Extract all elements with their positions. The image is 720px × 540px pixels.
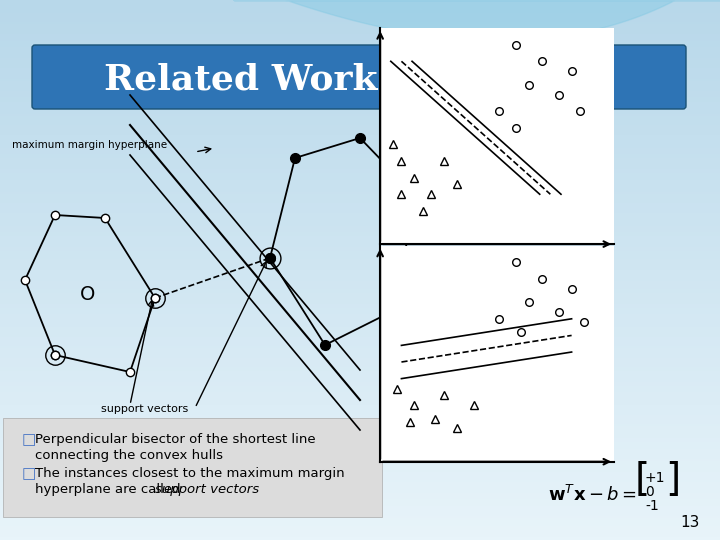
Text: hyperplane are called: hyperplane are called [35, 483, 185, 496]
Text: 0: 0 [645, 485, 654, 499]
Text: +1: +1 [645, 471, 665, 485]
Text: The instances closest to the maximum margin: The instances closest to the maximum mar… [35, 468, 345, 481]
Text: connecting the convex hulls: connecting the convex hulls [35, 449, 223, 462]
Text: ]: ] [665, 461, 680, 499]
Text: [: [ [635, 461, 650, 499]
FancyBboxPatch shape [3, 418, 382, 517]
Text: □: □ [22, 433, 37, 448]
Text: support vectors: support vectors [102, 404, 189, 414]
Text: support vectors: support vectors [155, 483, 259, 496]
Text: O: O [81, 286, 96, 305]
Text: maximum margin hyperplane: maximum margin hyperplane [12, 140, 167, 150]
Text: -1: -1 [645, 499, 659, 513]
Text: $\mathbf{w}^T\mathbf{x} - b = $: $\mathbf{w}^T\mathbf{x} - b = $ [548, 485, 636, 505]
FancyBboxPatch shape [32, 45, 686, 109]
Text: □: □ [22, 467, 37, 482]
Text: 13: 13 [680, 515, 700, 530]
Text: Perpendicular bisector of the shortest line: Perpendicular bisector of the shortest l… [35, 434, 315, 447]
Text: Related Work – SVM ABC: Related Work – SVM ABC [104, 62, 616, 96]
